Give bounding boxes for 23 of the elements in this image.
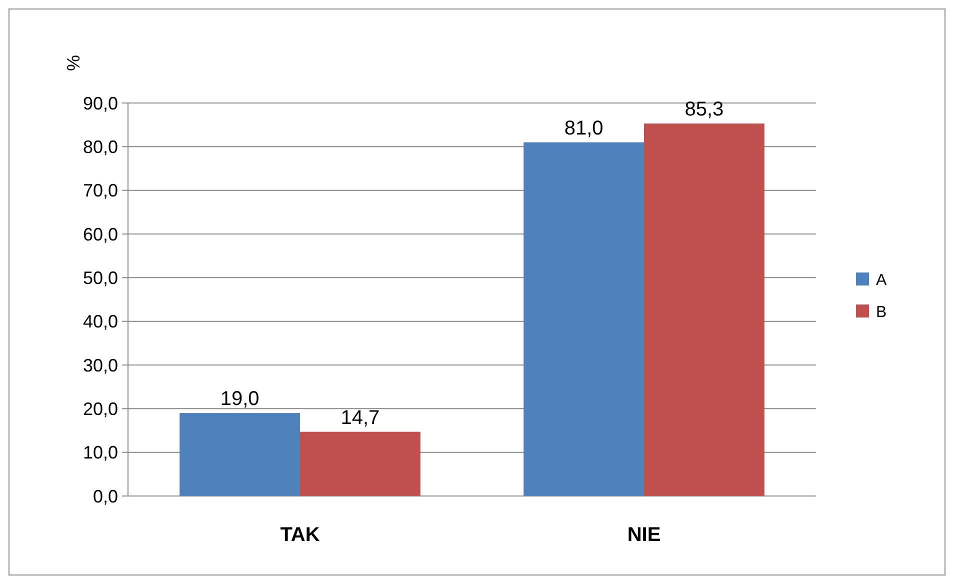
bar — [524, 142, 644, 496]
data-label: 81,0 — [564, 117, 604, 140]
y-axis-title: % — [63, 54, 84, 72]
legend-label: B — [876, 304, 887, 322]
bar — [180, 413, 300, 496]
y-tick-label: 50,0 — [82, 268, 118, 288]
y-tick-label: 80,0 — [82, 136, 118, 157]
y-tick-label: 60,0 — [82, 224, 118, 244]
x-tick-label: NIE — [627, 524, 661, 546]
legend-label: A — [876, 272, 887, 290]
bar — [300, 432, 420, 496]
bar — [644, 124, 764, 496]
y-tick-label: 70,0 — [82, 180, 118, 201]
data-label: 85,3 — [684, 98, 724, 121]
y-tick-label: 90,0 — [82, 93, 118, 114]
y-tick-label: 0,0 — [92, 486, 118, 506]
y-tick-label: 40,0 — [82, 312, 118, 332]
y-tick-label: 10,0 — [82, 442, 118, 463]
y-tick-label: 20,0 — [82, 398, 118, 419]
data-label: 19,0 — [220, 388, 260, 410]
y-tick-label: 30,0 — [82, 355, 118, 376]
data-label: 14,7 — [340, 406, 380, 429]
x-tick-label: TAK — [280, 524, 320, 546]
